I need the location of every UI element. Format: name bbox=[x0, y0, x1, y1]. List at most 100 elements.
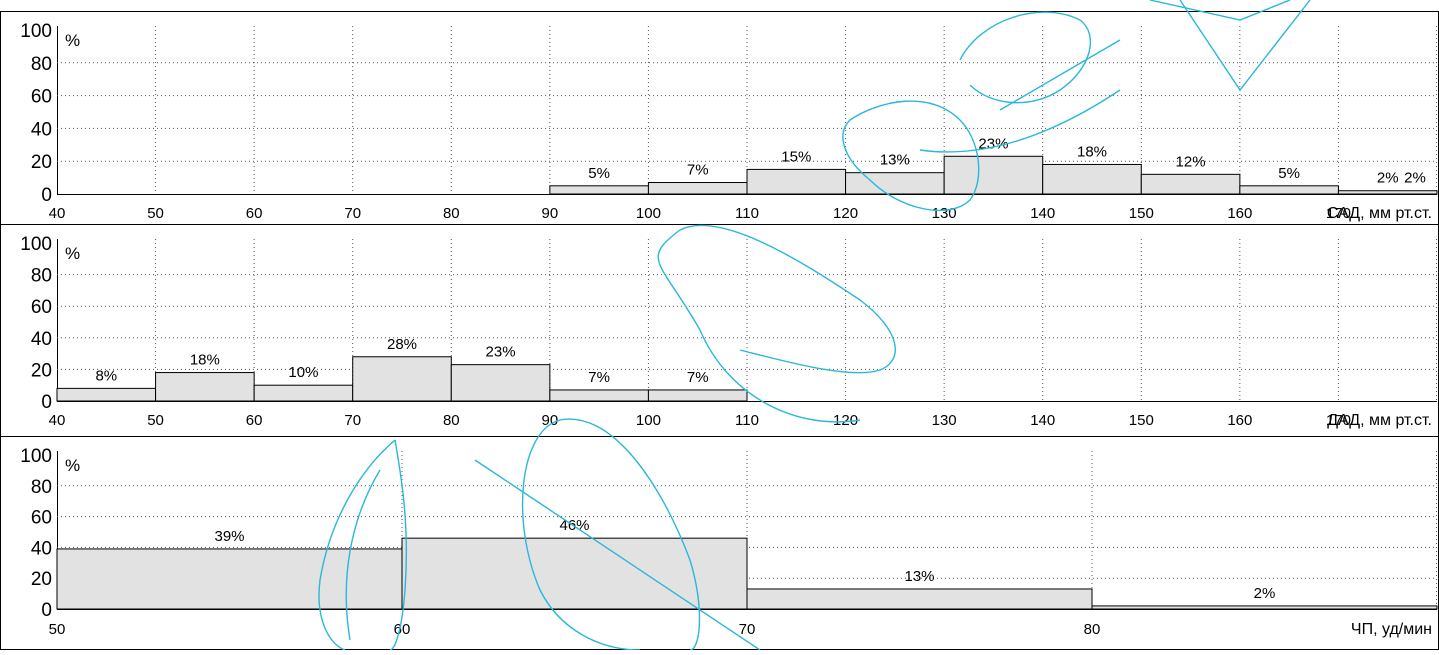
x-axis-title: ДАД, мм рт.ст. bbox=[1327, 412, 1432, 429]
x-tick-label: 50 bbox=[147, 205, 164, 222]
y-tick-label: 100 bbox=[20, 21, 52, 42]
histogram-bar bbox=[56, 387, 157, 402]
x-tick-label: 100 bbox=[636, 412, 661, 429]
bar-value-label: 15% bbox=[781, 148, 811, 165]
y-tick-label: 60 bbox=[31, 87, 52, 108]
x-tick-label: 70 bbox=[344, 412, 361, 429]
bar-value-label: 2% bbox=[1404, 170, 1426, 187]
x-tick-label: 110 bbox=[735, 412, 759, 429]
histogram-bar bbox=[1337, 190, 1438, 195]
x-tick-label: 50 bbox=[147, 412, 164, 429]
y-tick-label: 80 bbox=[31, 54, 52, 75]
bar-value-label: 7% bbox=[687, 162, 709, 179]
histogram-bar bbox=[1239, 185, 1339, 195]
bar-value-label: 8% bbox=[95, 367, 117, 384]
histogram-bar bbox=[1091, 605, 1438, 610]
x-tick-label: 90 bbox=[542, 205, 559, 222]
histogram-bar bbox=[549, 389, 649, 402]
bar-value-label: 7% bbox=[687, 369, 709, 386]
histogram-bar bbox=[1042, 163, 1142, 195]
histogram-bar bbox=[450, 364, 551, 402]
y-tick-label: 100 bbox=[20, 234, 52, 255]
x-tick-label: 110 bbox=[735, 205, 759, 222]
bar-value-label: 2% bbox=[1377, 170, 1399, 187]
histogram-bar bbox=[746, 168, 847, 195]
x-tick-label: 70 bbox=[344, 205, 361, 222]
bar-value-label: 39% bbox=[214, 528, 244, 545]
x-tick-label: 80 bbox=[443, 412, 460, 429]
bar-value-label: 13% bbox=[904, 568, 934, 585]
x-tick-label: 170 bbox=[1326, 412, 1351, 429]
y-tick-label: 60 bbox=[31, 508, 52, 529]
bar-value-label: 23% bbox=[978, 135, 1008, 152]
x-tick-label: 90 bbox=[542, 412, 559, 429]
y-axis-unit-label: % bbox=[65, 456, 80, 475]
bar-value-label: 18% bbox=[1077, 143, 1107, 160]
x-tick-label: 120 bbox=[833, 412, 858, 429]
x-tick-label: 150 bbox=[1129, 205, 1154, 222]
bar-value-label: 10% bbox=[288, 364, 318, 381]
histogram-bar bbox=[845, 172, 945, 195]
x-tick-label: 60 bbox=[246, 412, 263, 429]
histogram-bar bbox=[1140, 173, 1241, 195]
y-tick-label: 100 bbox=[20, 446, 52, 467]
x-tick-label: 150 bbox=[1129, 412, 1154, 429]
y-tick-label: 40 bbox=[31, 538, 52, 559]
x-tick-label: 120 bbox=[833, 205, 858, 222]
bar-value-label: 5% bbox=[1278, 165, 1300, 182]
bar-value-label: 18% bbox=[190, 352, 220, 369]
histogram-bar bbox=[253, 384, 354, 402]
y-axis-unit-label: % bbox=[65, 244, 80, 263]
x-tick-label: 130 bbox=[932, 205, 957, 222]
y-tick-label: 0 bbox=[41, 185, 52, 206]
bar-value-label: 23% bbox=[486, 344, 516, 361]
x-tick-label: 50 bbox=[49, 621, 66, 638]
x-tick-label: 140 bbox=[1030, 205, 1055, 222]
x-tick-label: 130 bbox=[932, 412, 957, 429]
bar-value-label: 28% bbox=[387, 336, 417, 353]
x-tick-label: 80 bbox=[443, 205, 460, 222]
histogram-bar bbox=[56, 548, 403, 610]
bar-value-label: 5% bbox=[588, 165, 610, 182]
x-tick-label: 70 bbox=[739, 621, 756, 638]
y-tick-label: 40 bbox=[31, 119, 52, 140]
y-axis-unit-label: % bbox=[65, 31, 80, 50]
y-tick-label: 20 bbox=[31, 569, 52, 590]
y-tick-label: 80 bbox=[31, 266, 52, 287]
x-tick-label: 80 bbox=[1084, 621, 1101, 638]
histogram-bar bbox=[943, 155, 1044, 195]
histogram-bar bbox=[647, 182, 748, 195]
x-tick-label: 160 bbox=[1227, 412, 1252, 429]
y-tick-label: 20 bbox=[31, 152, 52, 173]
bar-value-label: 7% bbox=[588, 369, 610, 386]
histogram-bar bbox=[155, 372, 255, 402]
y-tick-label: 0 bbox=[41, 392, 52, 413]
x-tick-label: 40 bbox=[49, 412, 66, 429]
x-tick-label: 100 bbox=[636, 205, 661, 222]
x-axis-title: САД, мм рт.ст. bbox=[1327, 205, 1432, 222]
histogram-bar bbox=[401, 537, 748, 610]
x-tick-label: 60 bbox=[246, 205, 263, 222]
report-header-text bbox=[600, 0, 1100, 5]
bar-value-label: 13% bbox=[880, 152, 910, 169]
bar-value-label: 46% bbox=[559, 517, 589, 534]
histogram-bar bbox=[746, 588, 1093, 610]
x-tick-label: 60 bbox=[394, 621, 411, 638]
y-tick-label: 60 bbox=[31, 297, 52, 318]
x-tick-label: 170 bbox=[1326, 205, 1351, 222]
y-tick-label: 80 bbox=[31, 477, 52, 498]
histogram-bar bbox=[647, 389, 748, 402]
histogram-bar bbox=[352, 356, 452, 402]
x-tick-label: 160 bbox=[1227, 205, 1252, 222]
x-tick-label: 40 bbox=[49, 205, 66, 222]
bar-value-label: 2% bbox=[1254, 585, 1276, 602]
histogram-bar bbox=[549, 185, 649, 195]
y-tick-label: 40 bbox=[31, 329, 52, 350]
x-tick-label: 140 bbox=[1030, 412, 1055, 429]
y-tick-label: 0 bbox=[41, 600, 52, 621]
x-axis-title: ЧП, уд/мин bbox=[1351, 621, 1432, 638]
y-tick-label: 20 bbox=[31, 360, 52, 381]
bar-value-label: 12% bbox=[1176, 153, 1206, 170]
